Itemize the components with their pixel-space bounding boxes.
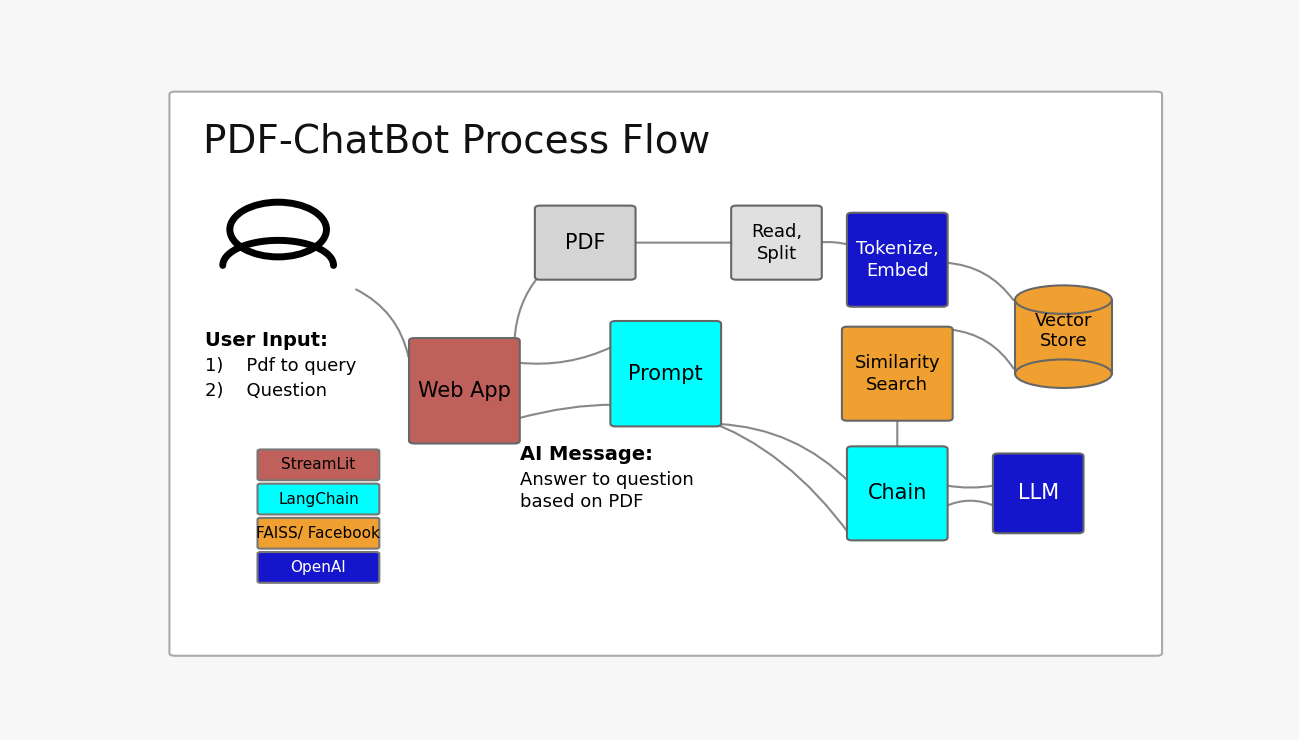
FancyBboxPatch shape [611, 321, 721, 426]
Text: StreamLit: StreamLit [282, 457, 356, 472]
Text: LLM: LLM [1017, 483, 1059, 503]
Text: 1)    Pdf to query: 1) Pdf to query [205, 357, 356, 374]
FancyBboxPatch shape [847, 446, 947, 540]
Text: PDF-ChatBot Process Flow: PDF-ChatBot Process Flow [203, 123, 709, 161]
Text: Web App: Web App [418, 381, 511, 401]
FancyBboxPatch shape [992, 454, 1083, 534]
Text: Chain: Chain [868, 483, 927, 503]
Text: FAISS/ Facebook: FAISS/ Facebook [256, 525, 381, 541]
FancyBboxPatch shape [257, 518, 379, 548]
Text: PDF: PDF [565, 232, 605, 252]
Text: User Input:: User Input: [205, 331, 327, 350]
Text: based on PDF: based on PDF [520, 494, 643, 511]
FancyBboxPatch shape [257, 449, 379, 480]
Bar [1015, 300, 1112, 374]
Text: Tokenize,
Embed: Tokenize, Embed [856, 240, 939, 280]
Text: Similarity
Search: Similarity Search [855, 354, 940, 394]
FancyBboxPatch shape [409, 338, 520, 443]
FancyBboxPatch shape [257, 552, 379, 583]
Text: Answer to question: Answer to question [520, 471, 694, 488]
FancyBboxPatch shape [842, 326, 952, 421]
Text: OpenAI: OpenAI [291, 560, 347, 575]
FancyBboxPatch shape [535, 206, 635, 280]
FancyBboxPatch shape [169, 92, 1163, 656]
Text: 2)    Question: 2) Question [205, 383, 326, 400]
Text: Read,
Split: Read, Split [751, 223, 801, 263]
Ellipse shape [1015, 286, 1112, 314]
Text: Vector
Store: Vector Store [1034, 312, 1092, 350]
Text: AI Message:: AI Message: [520, 445, 652, 464]
Text: Prompt: Prompt [629, 363, 703, 384]
FancyBboxPatch shape [257, 484, 379, 514]
Text: LangChain: LangChain [278, 491, 359, 507]
FancyBboxPatch shape [731, 206, 822, 280]
FancyBboxPatch shape [847, 212, 947, 307]
Ellipse shape [1015, 360, 1112, 388]
